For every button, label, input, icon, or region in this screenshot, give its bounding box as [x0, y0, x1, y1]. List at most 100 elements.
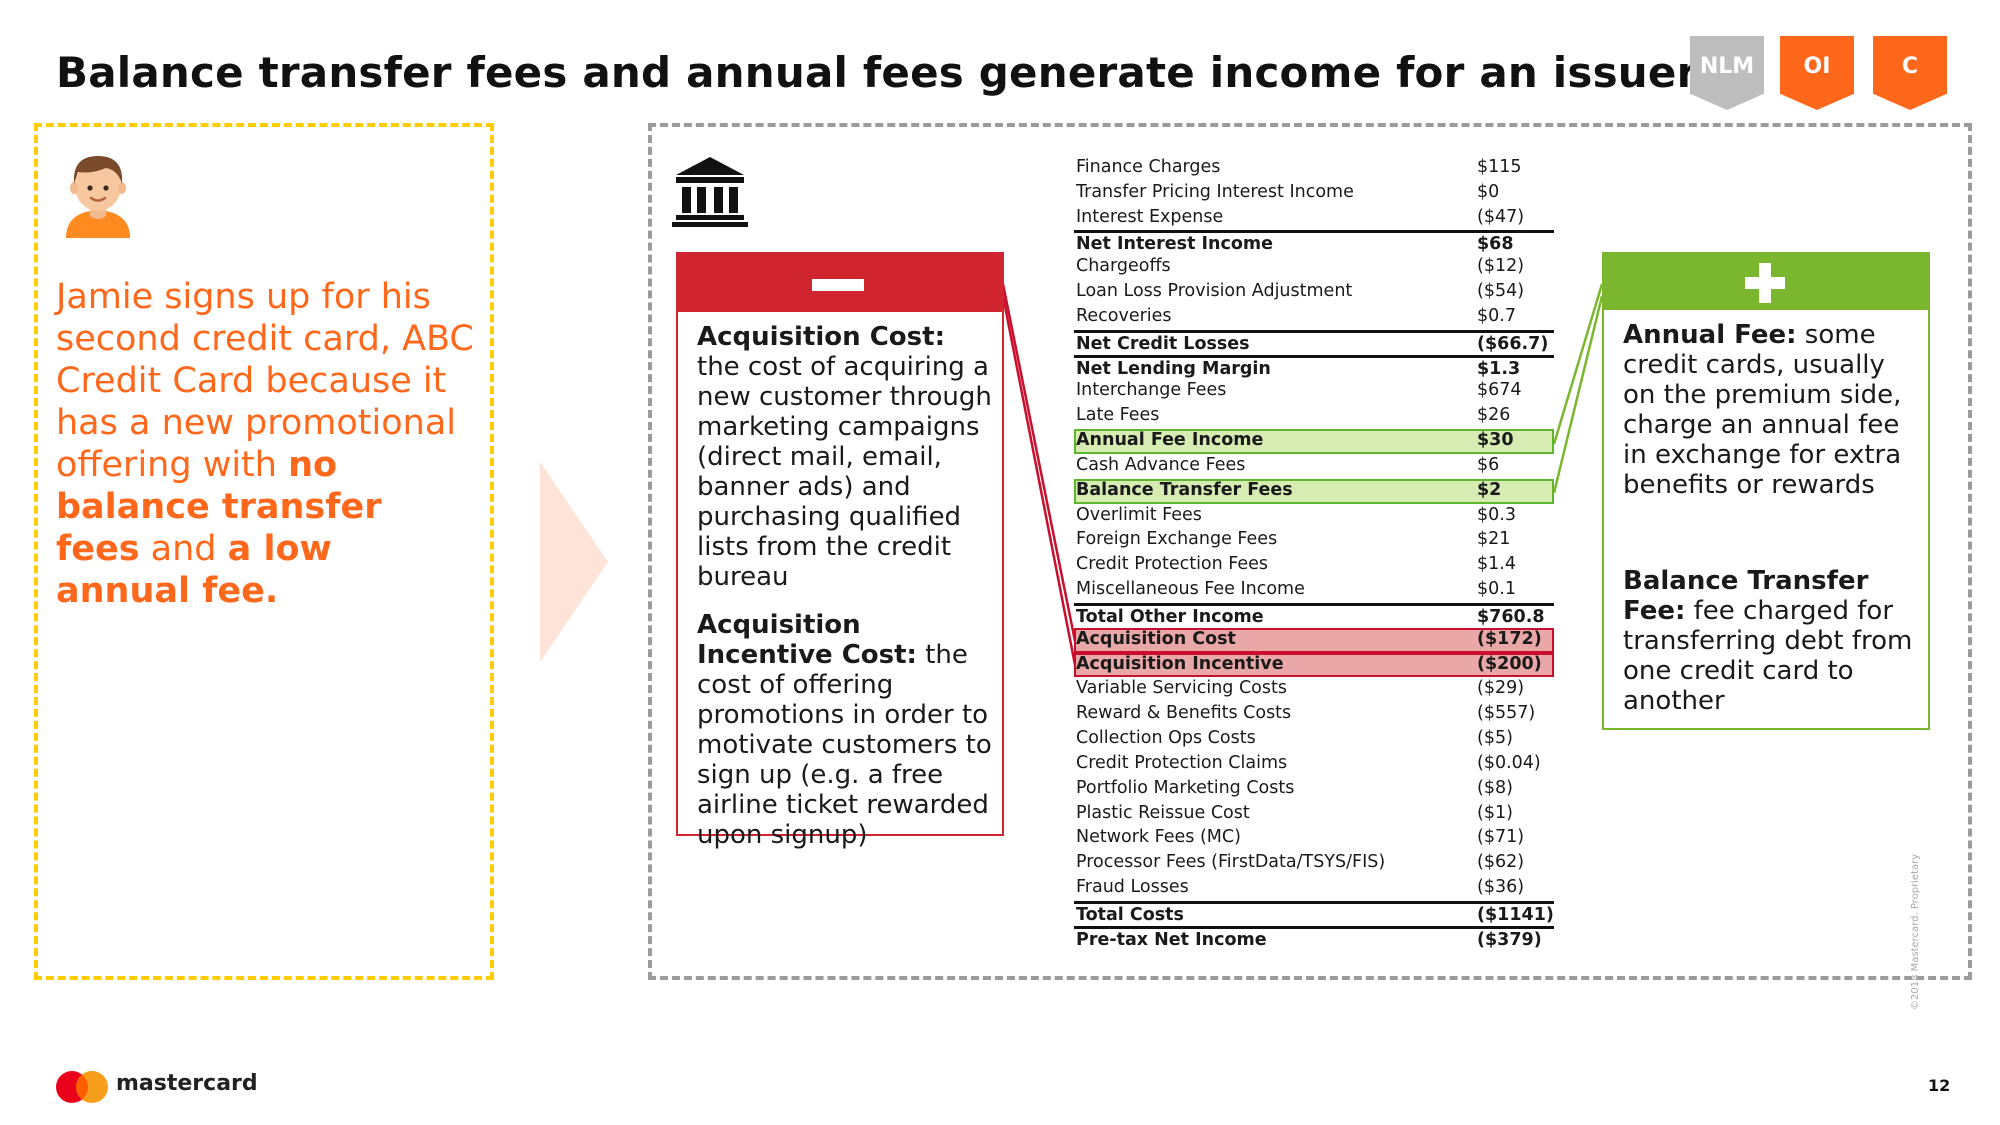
pl-row-value: ($47) [1477, 206, 1525, 227]
pl-row: Processor Fees (FirstData/TSYS/FIS) ($62) [1074, 851, 1554, 876]
pl-row-label: Network Fees (MC) [1076, 827, 1241, 848]
pl-row-label: Cash Advance Fees [1076, 454, 1246, 475]
pl-row-label: Late Fees [1076, 405, 1160, 426]
page-title: Balance transfer fees and annual fees ge… [56, 48, 1698, 97]
pl-row-value: ($54) [1477, 281, 1525, 302]
pl-row-value: $1.3 [1477, 358, 1521, 379]
pl-row-value: $0 [1477, 181, 1500, 202]
pl-row-value: ($36) [1477, 877, 1525, 898]
pl-row-value: ($8) [1477, 777, 1513, 798]
pl-row: Loan Loss Provision Adjustment ($54) [1074, 280, 1554, 305]
pl-row: Variable Servicing Costs ($29) [1074, 677, 1554, 702]
pl-row-value: $30 [1477, 430, 1514, 451]
acq-cost-title: Acquisition Cost: [697, 322, 945, 352]
pl-row-value: $760.8 [1477, 606, 1545, 627]
pl-row: Acquisition Incentive ($200) [1074, 652, 1554, 678]
scenario-bold-low-annual-fee: a low annual fee. [56, 529, 332, 611]
pl-row: Plastic Reissue Cost ($1) [1074, 802, 1554, 827]
pl-row: Balance Transfer Fees $2 [1074, 478, 1554, 504]
pl-row: Portfolio Marketing Costs ($8) [1074, 777, 1554, 802]
annual-fee-definition: Annual Fee: some credit cards, usually o… [1623, 320, 1919, 500]
pl-row-label: Miscellaneous Fee Income [1076, 579, 1305, 600]
pl-row-value: ($66.7) [1477, 333, 1549, 354]
scenario-box [34, 123, 494, 980]
pl-row-label: Net Interest Income [1076, 234, 1274, 255]
pl-row-value: $2 [1477, 479, 1502, 500]
pl-row-value: $0.1 [1477, 579, 1516, 600]
mastercard-logo-icon [56, 1071, 108, 1103]
pl-row-label: Pre-tax Net Income [1076, 929, 1267, 950]
pl-row-value: $674 [1477, 380, 1522, 401]
bt-fee-text: fee charged for transferring debt from o… [1623, 596, 1913, 716]
pl-row-value: ($557) [1477, 703, 1536, 724]
pl-row-label: Credit Protection Fees [1076, 554, 1269, 575]
bt-fee-definition: Balance Transfer Fee: fee charged for tr… [1623, 566, 1919, 716]
pl-row-value: ($172) [1477, 628, 1542, 649]
pl-row-value: ($0.04) [1477, 752, 1541, 773]
acq-incentive-definition: Acquisition Incentive Cost: the cost of … [697, 610, 993, 850]
pl-row: Net Lending Margin $1.3 [1074, 354, 1554, 380]
pl-row-value: $26 [1477, 405, 1511, 426]
pl-row-label: Balance Transfer Fees [1076, 479, 1293, 500]
pl-row: Credit Protection Fees $1.4 [1074, 553, 1554, 578]
minus-card-text: Acquisition Cost: the cost of acquiring … [697, 322, 993, 868]
plus-card-text: Annual Fee: some credit cards, usually o… [1623, 320, 1919, 782]
annual-fee-text: some credit cards, usually on the premiu… [1623, 320, 1902, 500]
pl-row-label: Credit Protection Claims [1076, 752, 1288, 773]
pl-row-value: ($62) [1477, 852, 1525, 873]
pl-row: Finance Charges $115 [1074, 156, 1554, 181]
pl-row-label: Net Lending Margin [1076, 358, 1271, 379]
pl-row: Pre-tax Net Income ($379) [1074, 925, 1554, 951]
badge-oi: OI [1780, 36, 1854, 110]
page-number: 12 [1928, 1076, 1951, 1095]
pl-row-value: ($71) [1477, 827, 1525, 848]
pl-row-value: $0.7 [1477, 305, 1516, 326]
pl-row-label: Fraud Losses [1076, 877, 1189, 898]
badge-c: C [1873, 36, 1947, 110]
pl-row-value: ($5) [1477, 728, 1513, 749]
pl-row: Late Fees $26 [1074, 404, 1554, 429]
pl-row: Annual Fee Income $30 [1074, 429, 1554, 454]
pl-row: Fraud Losses ($36) [1074, 876, 1554, 901]
pl-row-label: Loan Loss Provision Adjustment [1076, 281, 1353, 302]
pl-row-label: Processor Fees (FirstData/TSYS/FIS) [1076, 852, 1386, 873]
acq-incentive-title: Acquisition Incentive Cost: [697, 610, 917, 670]
acq-incentive-text: the cost of offering promotions in order… [697, 640, 992, 850]
pl-row: Network Fees (MC) ($71) [1074, 826, 1554, 851]
pl-row-label: Interchange Fees [1076, 380, 1227, 401]
scenario-text: Jamie signs up for his second credit car… [56, 276, 476, 612]
pl-row: Transfer Pricing Interest Income $0 [1074, 181, 1554, 206]
pl-row-value: ($12) [1477, 256, 1525, 277]
pl-row-label: Transfer Pricing Interest Income [1076, 181, 1354, 202]
scenario-bold-no-bt-fees: no balance transfer fees [56, 445, 382, 569]
acq-cost-text: the cost of acquiring a new customer thr… [697, 352, 992, 592]
pl-row-value: $0.3 [1477, 504, 1516, 525]
pl-row-value: ($379) [1477, 929, 1542, 950]
scenario-text-part1: Jamie signs up for his second credit car… [56, 277, 474, 485]
issuer-box [648, 123, 1972, 980]
pl-row-label: Finance Charges [1076, 157, 1221, 177]
pl-row-value: $115 [1477, 157, 1522, 177]
minus-icon [812, 279, 864, 291]
pl-row-label: Reward & Benefits Costs [1076, 703, 1292, 724]
copyright-note: ©2018 Mastercard. Proprietary [1910, 853, 1921, 1010]
pl-row-value: ($1) [1477, 802, 1513, 823]
pl-row: Acquisition Cost ($172) [1074, 627, 1554, 653]
pl-row-label: Collection Ops Costs [1076, 728, 1256, 749]
pl-row: Credit Protection Claims ($0.04) [1074, 752, 1554, 777]
pl-row-label: Variable Servicing Costs [1076, 678, 1287, 699]
brand-name: mastercard [116, 1071, 258, 1096]
pl-row: Interest Expense ($47) [1074, 206, 1554, 231]
pl-row: Collection Ops Costs ($5) [1074, 727, 1554, 752]
pl-row-value: ($29) [1477, 678, 1525, 699]
pl-row: Foreign Exchange Fees $21 [1074, 528, 1554, 553]
pl-row: Total Costs ($1141) [1074, 900, 1554, 926]
pl-row: Total Other Income $760.8 [1074, 602, 1554, 628]
annual-fee-title: Annual Fee: [1623, 320, 1797, 350]
bt-fee-title: Balance Transfer Fee: [1623, 566, 1869, 626]
pl-row-label: Annual Fee Income [1076, 430, 1264, 451]
pl-row-value: $6 [1477, 454, 1500, 475]
pl-row-label: Plastic Reissue Cost [1076, 802, 1250, 823]
plus-icon-bar [1745, 277, 1785, 289]
pl-row: Miscellaneous Fee Income $0.1 [1074, 578, 1554, 603]
